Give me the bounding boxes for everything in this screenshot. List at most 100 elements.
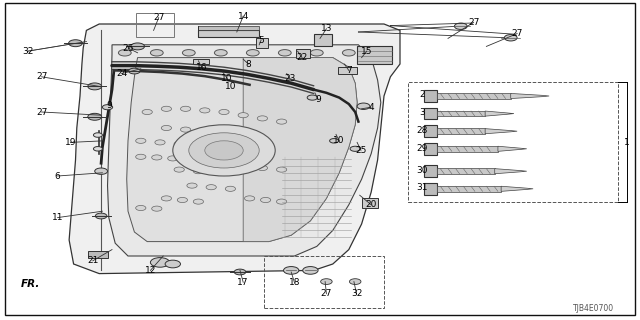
Polygon shape xyxy=(108,45,381,256)
Circle shape xyxy=(88,83,102,90)
Text: 32: 32 xyxy=(22,47,33,56)
Text: 12: 12 xyxy=(145,266,156,275)
Circle shape xyxy=(182,50,195,56)
Circle shape xyxy=(260,197,271,203)
Circle shape xyxy=(136,154,146,159)
Text: 27: 27 xyxy=(36,72,47,81)
Circle shape xyxy=(238,164,248,169)
Circle shape xyxy=(225,186,236,191)
Polygon shape xyxy=(485,129,517,134)
Circle shape xyxy=(150,50,163,56)
Circle shape xyxy=(142,109,152,115)
Circle shape xyxy=(244,196,255,201)
Text: 8: 8 xyxy=(246,60,251,68)
Circle shape xyxy=(93,147,102,151)
Bar xyxy=(437,93,511,99)
Bar xyxy=(424,165,437,177)
Text: 29: 29 xyxy=(417,144,428,153)
Text: 5: 5 xyxy=(259,36,264,44)
Text: 6: 6 xyxy=(55,172,60,180)
Text: 15: 15 xyxy=(361,47,372,56)
Bar xyxy=(198,30,259,37)
Circle shape xyxy=(152,155,162,160)
Circle shape xyxy=(276,167,287,172)
Circle shape xyxy=(93,133,102,137)
Polygon shape xyxy=(511,93,549,99)
Bar xyxy=(424,143,437,155)
Bar xyxy=(362,198,378,208)
Circle shape xyxy=(205,141,243,160)
Text: 24: 24 xyxy=(116,69,127,78)
Bar xyxy=(408,82,618,202)
Polygon shape xyxy=(495,169,527,174)
Text: 7: 7 xyxy=(346,66,351,75)
Circle shape xyxy=(177,197,188,203)
Text: 14: 14 xyxy=(237,12,249,20)
Circle shape xyxy=(212,170,223,175)
Text: 21: 21 xyxy=(87,256,99,265)
Circle shape xyxy=(129,68,140,74)
Text: 23: 23 xyxy=(284,74,296,83)
Bar xyxy=(314,34,332,46)
Text: 27: 27 xyxy=(36,108,47,116)
Bar xyxy=(193,59,209,64)
Circle shape xyxy=(155,140,165,145)
Text: 10: 10 xyxy=(333,136,345,145)
Circle shape xyxy=(342,50,355,56)
Circle shape xyxy=(284,267,299,274)
Polygon shape xyxy=(127,58,357,242)
Circle shape xyxy=(173,125,275,176)
Circle shape xyxy=(68,40,83,47)
Text: 16: 16 xyxy=(196,63,207,72)
Text: 19: 19 xyxy=(65,138,76,147)
Circle shape xyxy=(193,199,204,204)
Circle shape xyxy=(131,43,145,50)
Text: 9: 9 xyxy=(106,101,111,110)
Circle shape xyxy=(321,279,332,284)
Text: 22: 22 xyxy=(296,53,308,62)
Text: 10: 10 xyxy=(225,82,236,91)
Circle shape xyxy=(219,109,229,115)
Polygon shape xyxy=(69,24,400,274)
Circle shape xyxy=(225,146,236,151)
Bar xyxy=(338,67,357,74)
Circle shape xyxy=(350,146,360,151)
Text: 20: 20 xyxy=(365,200,377,209)
Circle shape xyxy=(454,23,467,29)
Text: 2: 2 xyxy=(420,90,425,99)
Text: 4: 4 xyxy=(369,103,374,112)
Circle shape xyxy=(150,258,170,267)
Text: FR.: FR. xyxy=(20,279,40,289)
Circle shape xyxy=(276,199,287,204)
Circle shape xyxy=(95,168,108,174)
Circle shape xyxy=(257,165,268,171)
Circle shape xyxy=(165,260,180,268)
Bar xyxy=(264,256,384,308)
Bar xyxy=(357,46,392,64)
Text: 27: 27 xyxy=(153,13,164,22)
Circle shape xyxy=(200,129,210,134)
Circle shape xyxy=(161,196,172,201)
Circle shape xyxy=(330,139,339,143)
Text: 27: 27 xyxy=(321,289,332,298)
Circle shape xyxy=(136,205,146,211)
Text: 9: 9 xyxy=(316,95,321,104)
Bar xyxy=(424,183,437,195)
Circle shape xyxy=(161,106,172,111)
Circle shape xyxy=(180,106,191,111)
Bar xyxy=(424,125,437,137)
Circle shape xyxy=(102,105,113,110)
Text: 26: 26 xyxy=(122,44,134,52)
Bar xyxy=(424,108,437,119)
Circle shape xyxy=(214,50,227,56)
Circle shape xyxy=(234,269,246,275)
Text: 17: 17 xyxy=(237,278,249,287)
Circle shape xyxy=(310,50,323,56)
Circle shape xyxy=(303,267,318,274)
Bar xyxy=(437,128,485,134)
Bar xyxy=(136,13,174,37)
Text: TJB4E0700: TJB4E0700 xyxy=(573,304,614,313)
Text: 28: 28 xyxy=(417,126,428,135)
Text: 10: 10 xyxy=(221,74,233,83)
Text: 3: 3 xyxy=(420,108,425,116)
